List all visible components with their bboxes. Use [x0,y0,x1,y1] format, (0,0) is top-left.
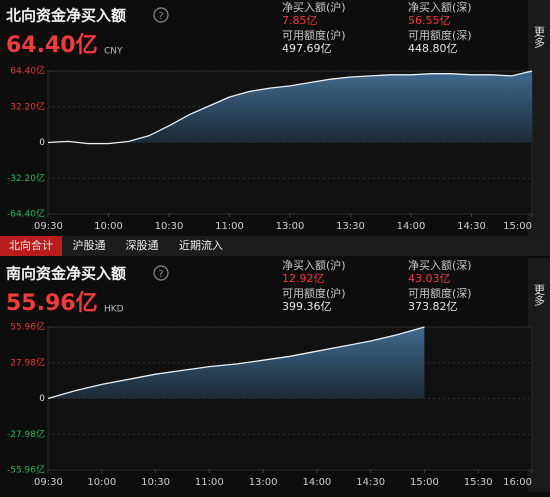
y-tick-label: 32.20亿 [10,100,45,112]
y-tick-label: 64.40亿 [10,65,45,77]
tab-label[interactable]: 近期流入 [179,238,223,252]
y-tick-label: 55.96亿 [10,321,45,333]
x-tick-label: 10:30 [141,477,170,488]
x-tick-label: 14:00 [397,221,426,232]
y-tick-label: -27.98亿 [7,428,45,440]
x-tick-label: 14:30 [356,477,385,488]
x-tick-label: 10:30 [155,221,184,232]
tab[interactable] [116,236,168,256]
stat-value: 448.80亿 [408,42,458,55]
more-column [528,258,550,492]
currency: CNY [104,47,123,57]
x-tick-label: 15:30 [464,477,493,488]
x-tick-label: 16:00 [503,477,532,488]
x-tick-label: 10:00 [94,221,123,232]
y-tick-label: 0 [39,138,45,148]
stat-label: 可用额度(深) [408,28,472,42]
panel-title: 南向资金净买入额 [6,265,126,283]
stat-value: 399.36亿 [282,300,332,313]
currency: HKD [104,305,124,315]
tab[interactable] [64,236,114,256]
help-icon[interactable] [153,7,169,23]
y-tick-label: -55.96亿 [7,464,45,476]
tab[interactable] [170,236,232,256]
stat-label: 净买入额(沪) [282,258,346,272]
stat-label: 可用额度(深) [408,286,472,300]
stat-value: 7.85亿 [282,14,318,27]
line [47,70,533,145]
tab[interactable] [0,236,62,256]
stat-value: 56.55亿 [408,14,451,27]
stat-value: 43.03亿 [408,272,451,285]
x-tick-label: 13:00 [276,221,305,232]
stat-label: 可用额度(沪) [282,286,346,300]
x-tick-label: 11:00 [195,477,224,488]
more-button[interactable]: 更多 [533,284,546,307]
stat-label: 净买入额(深) [408,0,472,14]
area [48,71,532,144]
stat-value: 12.92亿 [282,272,325,285]
x-tick-label: 10:00 [87,477,116,488]
stat-label: 净买入额(沪) [282,0,346,14]
x-tick-label: 14:30 [457,221,486,232]
x-tick-label: 14:00 [302,477,331,488]
y-tick-label: 0 [39,394,45,404]
help-icon[interactable] [153,265,169,281]
tab-label[interactable]: 深股通 [126,239,159,252]
x-tick-label: 15:00 [410,477,439,488]
stat-label: 可用额度(沪) [282,28,346,42]
x-tick-label: 13:00 [249,477,278,488]
more-button[interactable]: 更多 [533,26,546,49]
x-tick-label: 15:00 [503,221,532,232]
y-tick-label: 27.98亿 [10,356,45,368]
x-tick-label: 09:30 [34,221,63,232]
y-tick-label: -64.40亿 [7,208,45,220]
stat-value: 497.69亿 [282,42,332,55]
help-mark: ? [158,11,163,22]
stat-value: 373.82亿 [408,300,458,313]
x-tick-label: 13:30 [336,221,365,232]
x-tick-label: 09:30 [34,477,63,488]
area [48,327,425,399]
more-column [528,0,550,236]
tab-label[interactable]: 北向合计 [9,238,53,252]
tab-label[interactable]: 沪股通 [73,238,106,252]
y-tick-label: -32.20亿 [7,172,45,184]
help-mark: ? [158,269,163,280]
stat-label: 净买入额(深) [408,258,472,272]
panel-title: 北向资金净买入额 [6,7,126,25]
x-tick-label: 11:00 [215,221,244,232]
total-value: 55.96亿 [6,291,98,316]
line [47,326,425,400]
total-value: 64.40亿 [6,33,98,58]
